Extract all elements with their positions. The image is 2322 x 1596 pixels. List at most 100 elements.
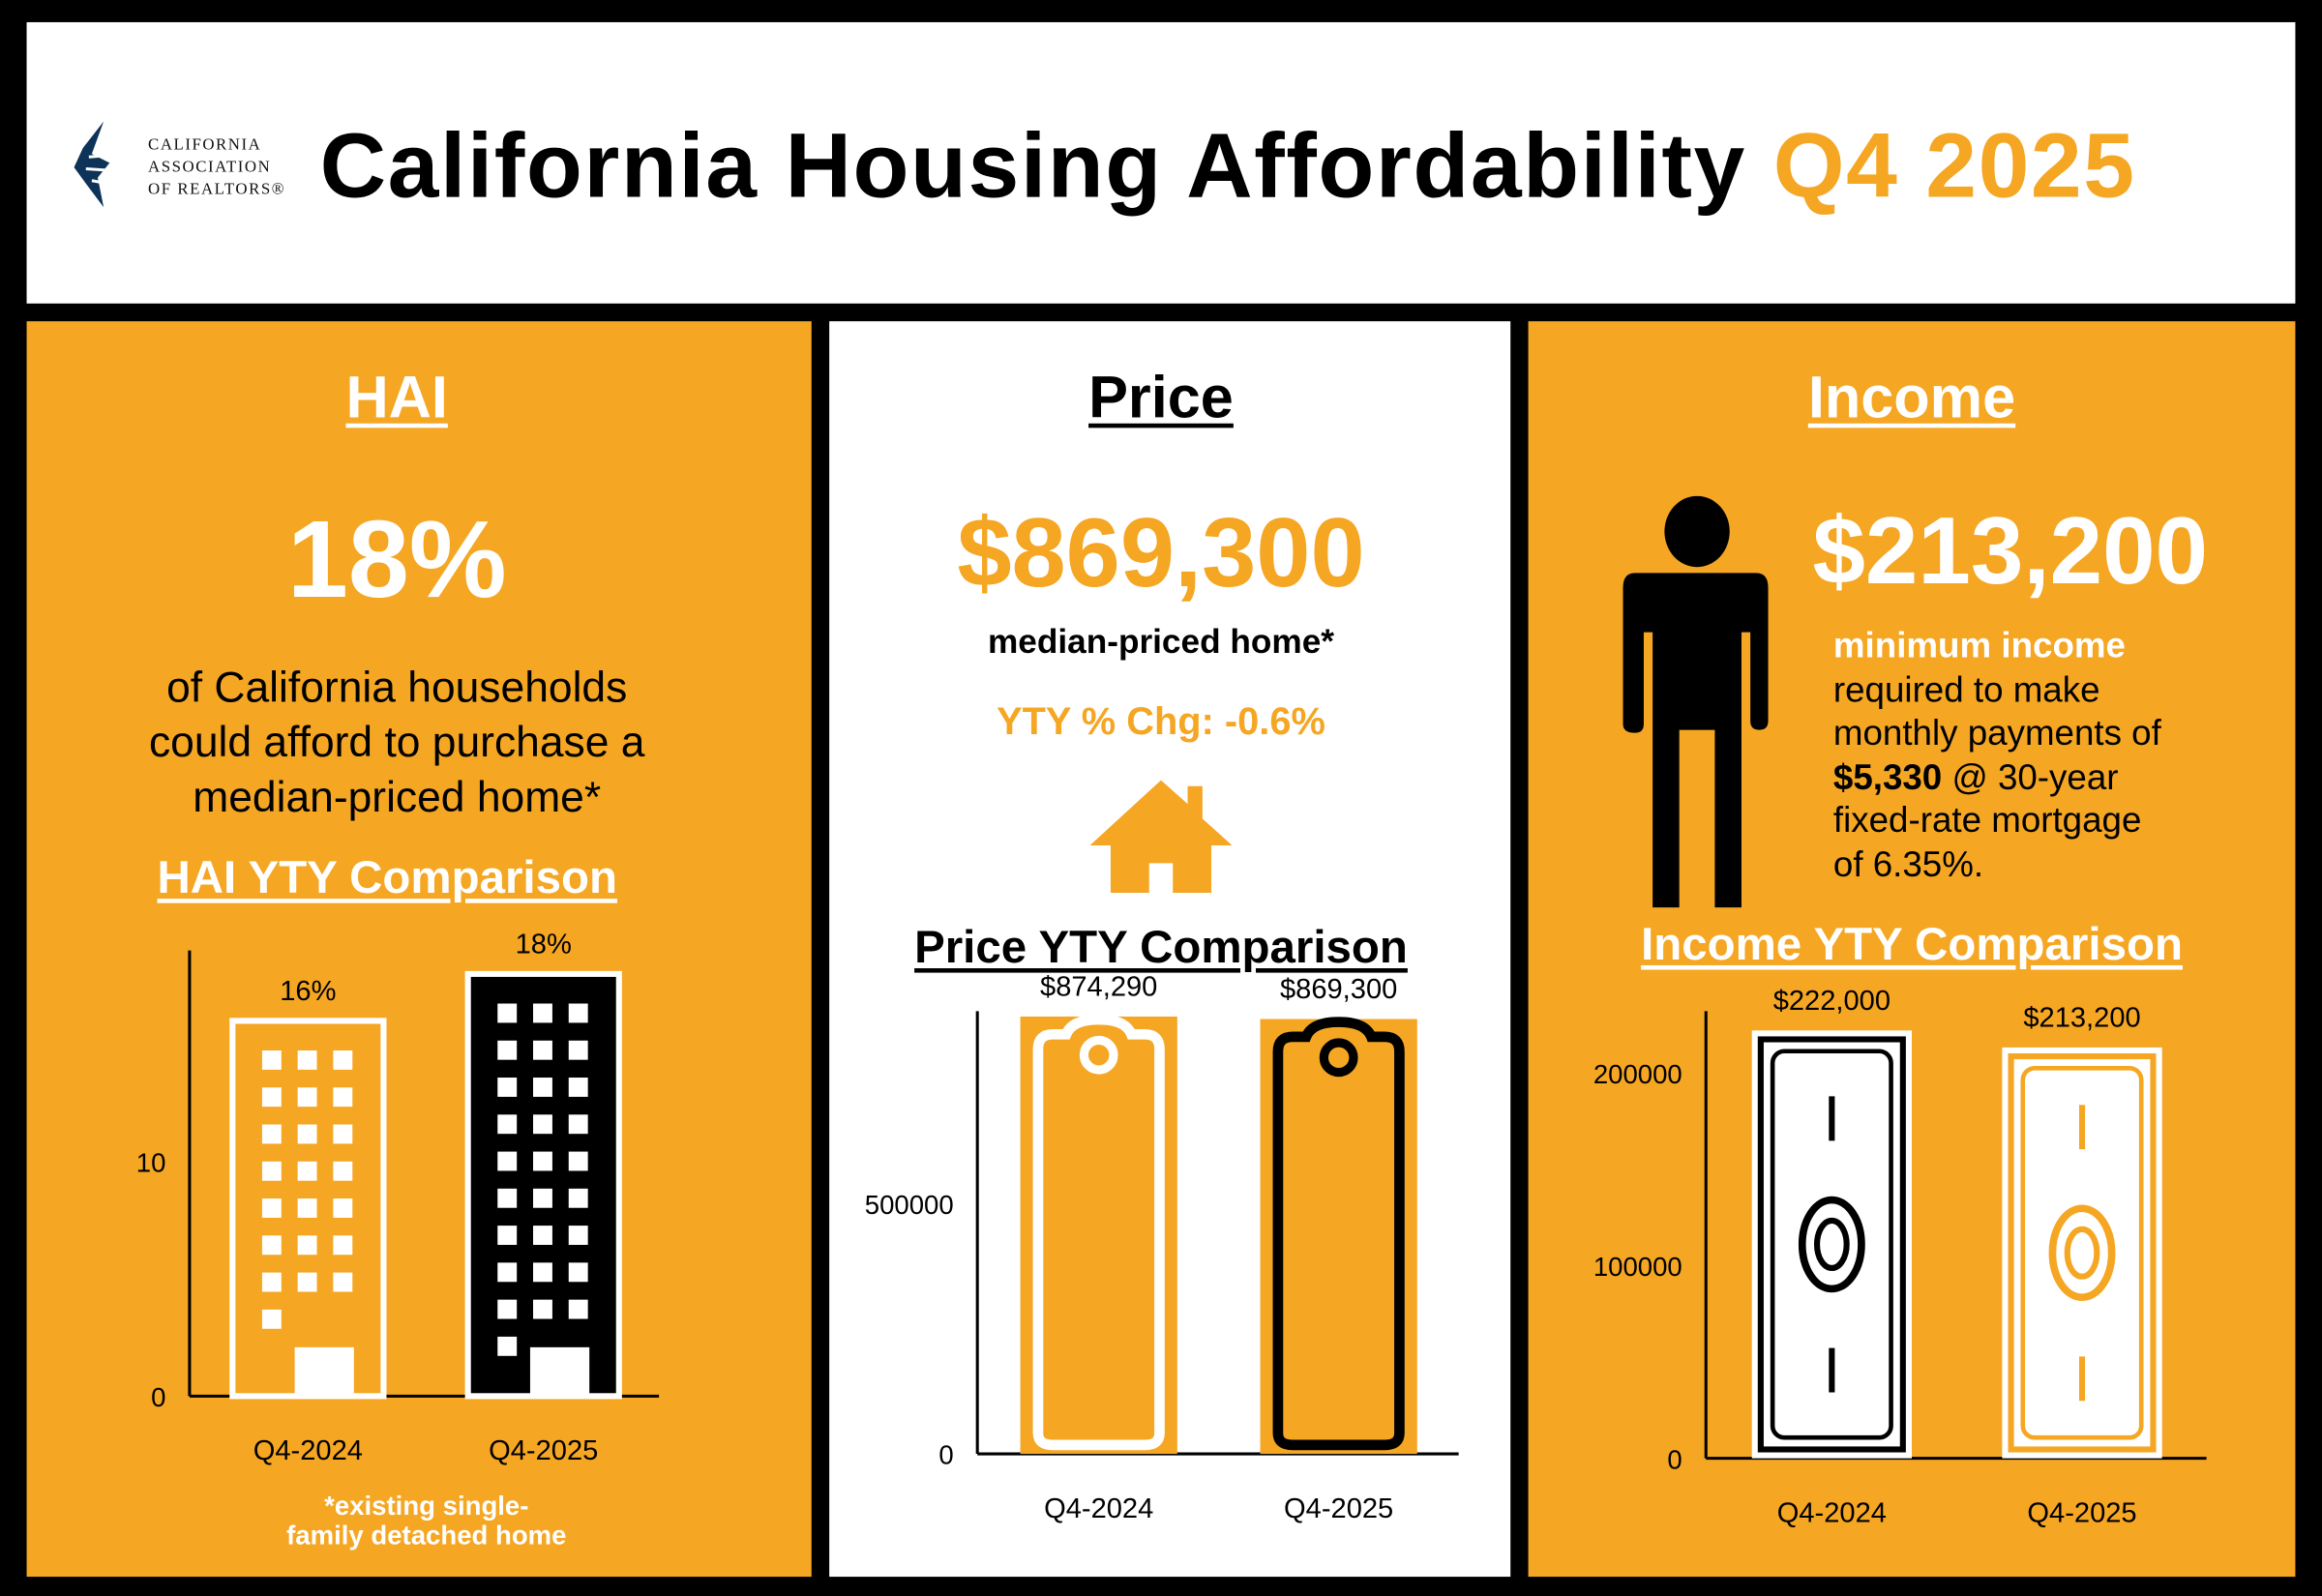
window [297,1087,317,1108]
data-label: 18% [516,929,572,960]
y-tick-label: 100000 [1593,1252,1682,1282]
note-border [1757,1036,1906,1453]
window [533,1226,552,1245]
price-comparison-title: Price YTY Comparison [914,921,1408,973]
window [533,1299,552,1319]
bar [1020,1014,1177,1455]
bar [2002,1047,2162,1459]
monthly-payment: $5,330 [1832,756,1943,798]
window [333,1161,353,1181]
window [333,1087,353,1108]
window [261,1087,282,1108]
hai-comparison-title: HAI YTY Comparison [157,851,617,903]
window [261,1161,282,1181]
window [568,1226,588,1245]
title-period: Q4 2025 [1772,115,2136,218]
window [533,1040,552,1060]
y-tick-label: 0 [1667,1444,1682,1474]
window [497,1299,518,1319]
window [568,1188,588,1208]
building-icon [464,970,622,1400]
x-tick-label: Q4-2025 [2027,1497,2136,1528]
description-line: median-priced home* [193,774,602,822]
window [533,1003,552,1023]
description-line: required to make [1832,669,2100,710]
income-comparison-title: Income YTY Comparison [1641,917,2183,970]
income-description: minimum income required to make monthly … [1833,625,2161,887]
window [333,1198,353,1218]
window [533,1078,552,1097]
data-label: $222,000 [1773,986,1890,1017]
title-text: California Housing Affordability [319,115,1746,218]
footnote-line: family detached home [286,1520,567,1551]
note-emblem-inner [1813,1217,1850,1272]
x-tick-label: Q4-2024 [1044,1493,1153,1524]
hai-chart: 0 10 16% Q4-2024 18% Q4-2025 [136,929,660,1466]
footnote-line: *existing single- [324,1491,529,1521]
tag-hole [1319,1038,1358,1078]
note-emblem [1798,1196,1865,1293]
banknote-icon [1751,1030,1913,1459]
description-line: of 6.35%. [1832,844,1984,885]
price-tag-icon [1272,1017,1405,1451]
window [497,1188,518,1208]
hai-panel: HAI 18% of California households could a… [26,321,812,1578]
bar [1260,1017,1417,1455]
window [497,1040,518,1060]
page-title: California Housing Affordability Q4 2025 [320,114,2136,220]
window [261,1272,282,1292]
hai-heading: HAI [345,366,448,431]
bar [464,970,622,1400]
tag-hole [1079,1035,1118,1075]
bar [1751,1030,1913,1459]
y-tick-label: 0 [938,1440,953,1470]
window [568,1040,588,1060]
door [529,1346,590,1397]
car-logo-icon [74,121,131,208]
window [497,1151,518,1171]
window [568,1262,588,1283]
window [533,1188,552,1208]
y-tick-label: 10 [136,1148,166,1178]
price-panel: Price $869,300 median-priced home* YTY %… [829,321,1511,1578]
window [568,1151,588,1171]
bar-rect [1260,1019,1417,1455]
bar-rect [1020,1016,1177,1455]
window [261,1050,282,1070]
data-label: 16% [280,976,336,1007]
window [497,1003,518,1023]
note-emblem-inner [2064,1226,2100,1280]
note-emblem [2048,1204,2116,1301]
window [297,1198,317,1218]
logo-line: ASSOCIATION [148,158,272,177]
window [568,1078,588,1097]
hai-description: of California households could afford to… [27,662,767,826]
price-heading: Price [1088,366,1234,431]
header: CALIFORNIA ASSOCIATION OF REALTORS® Cali… [26,21,2296,304]
data-label: $213,200 [2023,1002,2140,1033]
y-tick-label: 500000 [865,1190,954,1220]
window [297,1272,317,1292]
window [497,1078,518,1097]
person-icon [1622,495,1769,908]
price-value: $869,300 [957,497,1365,607]
hai-value: 18% [286,497,507,621]
y-tick-label: 200000 [1593,1059,1682,1089]
y-tick-label: 0 [151,1382,165,1412]
door [294,1346,354,1397]
window [333,1124,353,1144]
price-yty-change: YTY % Chg: -0.6% [997,698,1325,744]
window [261,1309,282,1329]
window [297,1161,317,1181]
logo-line: OF REALTORS® [148,180,286,199]
window [333,1235,353,1256]
window [533,1151,552,1171]
description-line: could afford to purchase a [148,719,645,767]
window [297,1124,317,1144]
description-line: of California households [166,665,628,713]
window [261,1198,282,1218]
window [297,1050,317,1070]
income-heading: Income [1807,366,2016,431]
description-line: fixed-rate mortgage [1832,801,2142,842]
